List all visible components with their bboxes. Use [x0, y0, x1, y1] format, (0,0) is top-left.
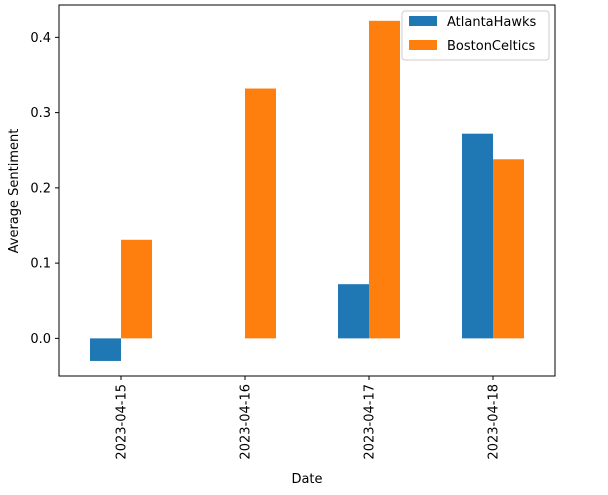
legend-label-atlantahawks: AtlantaHawks [447, 15, 537, 30]
x-tick-label: 2023-04-16 [239, 384, 254, 460]
plot-frame [58, 4, 556, 377]
y-tick-label: 0.2 [30, 181, 51, 196]
y-ticks-group: 0.0 0.1 0.2 0.3 0.4 [30, 31, 59, 347]
bar-atlantahawks-2023-04-17 [338, 284, 369, 339]
y-tick-label: 0.0 [30, 332, 51, 347]
x-axis-label: Date [291, 472, 322, 487]
bar-bostonceltics-2023-04-18 [493, 159, 524, 339]
bar-bostonceltics-2023-04-17 [369, 20, 400, 339]
legend-swatch-bostonceltics [409, 40, 437, 50]
y-axis-label: Average Sentiment [7, 129, 22, 254]
bar-atlantahawks-2023-04-18 [462, 133, 493, 339]
y-tick-label: 0.1 [30, 257, 51, 272]
x-ticks-group: 2023-04-15 2023-04-16 2023-04-17 2023-04-18 [115, 376, 502, 460]
bar-atlantahawks-2023-04-15 [90, 338, 121, 361]
legend-label-bostonceltics: BostonCeltics [447, 39, 535, 54]
y-tick-label: 0.4 [30, 31, 51, 46]
bar-bostonceltics-2023-04-16 [245, 88, 276, 339]
x-tick-label: 2023-04-17 [363, 384, 378, 460]
x-tick-label: 2023-04-18 [487, 384, 502, 460]
x-tick-label: 2023-04-15 [115, 384, 130, 460]
bars-group [90, 20, 524, 361]
legend: AtlantaHawks BostonCeltics [401, 10, 550, 61]
legend-swatch-atlantahawks [409, 16, 437, 26]
y-tick-label: 0.3 [30, 106, 51, 121]
legend-frame [401, 10, 550, 61]
bar-bostonceltics-2023-04-15 [121, 239, 152, 339]
